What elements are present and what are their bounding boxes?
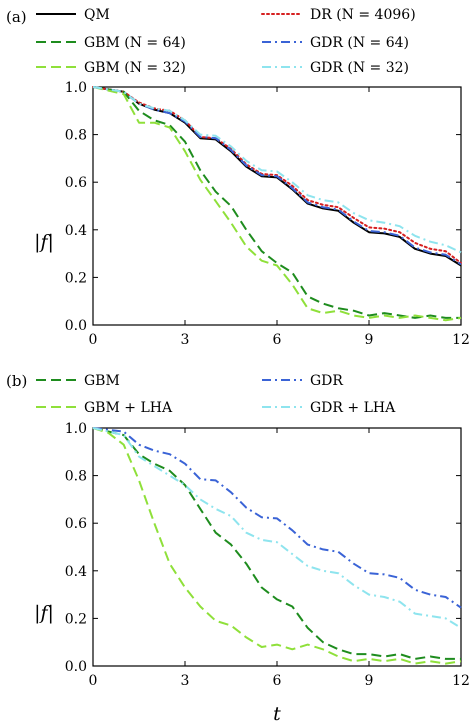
panel-a-y-axis-label: |f| [34, 231, 54, 253]
panel-a: (a) QM DR (N = 4096) GBM (N = 64) GDR (N = … [6, 7, 470, 348]
legend-entry: GBM (N = 64) [84, 35, 186, 51]
legend-entry: GBM + LHA [84, 400, 173, 416]
plot-frame [92, 86, 462, 326]
y-tick-label: 0.2 [65, 270, 87, 286]
panel-b-y-axis-label: |f| [34, 602, 54, 624]
x-tick-label: 12 [452, 332, 470, 348]
legend-entry: GDR [310, 373, 343, 389]
series-line-gdr [92, 427, 462, 609]
x-tick-label: 0 [89, 332, 98, 348]
y-tick-label: 0.6 [65, 175, 87, 191]
legend-entry: GDR + LHA [310, 400, 396, 416]
series-line-gbm [92, 427, 461, 660]
y-tick-label: 1.0 [65, 421, 87, 437]
x-tick-label: 3 [181, 673, 190, 689]
series-line-gdr-lha [92, 427, 462, 629]
panel-b-label: (b) [6, 372, 27, 390]
y-tick-label: 0.2 [65, 611, 87, 627]
x-tick-label: 0 [89, 673, 98, 689]
legend-entry: GBM [84, 373, 120, 389]
legend-entry: GDR (N = 64) [310, 35, 409, 51]
series-line-gdr-n-32- [92, 86, 462, 254]
x-tick-label: 3 [181, 332, 190, 348]
x-tick-label: 6 [273, 673, 282, 689]
y-tick-label: 0.4 [65, 223, 87, 239]
series-line-gbm-n-64- [92, 86, 461, 319]
panel-a-label: (a) [6, 8, 27, 26]
y-tick-label: 0.8 [65, 469, 87, 485]
series-line-gbm-n-32- [92, 86, 462, 322]
plot-frame [92, 427, 462, 667]
legend-entry: DR (N = 4096) [310, 7, 416, 23]
series-line-dr-n-4096- [92, 86, 462, 265]
x-tick-label: 9 [365, 332, 374, 348]
x-axis-label: t [273, 703, 281, 725]
y-tick-label: 0.0 [65, 318, 87, 334]
legend-entry: GBM (N = 32) [84, 60, 186, 76]
y-tick-label: 0.0 [65, 659, 87, 675]
panel-a-plot: 0 3 6 9 12 0.0 0.2 0.4 0.6 0.8 1.0 [65, 80, 470, 348]
series-line-gdr-n-64- [92, 86, 462, 266]
panel-b-plot: 0 3 6 9 12 0.0 0.2 0.4 0.6 0.8 1.0 [65, 421, 470, 689]
legend-entry: QM [84, 7, 110, 23]
series-line-gbm-lha [92, 427, 462, 665]
y-tick-label: 0.4 [65, 564, 87, 580]
x-tick-label: 12 [452, 673, 470, 689]
x-tick-label: 9 [365, 673, 374, 689]
y-tick-label: 0.8 [65, 128, 87, 144]
legend-entry: GDR (N = 32) [310, 60, 409, 76]
y-tick-label: 0.6 [65, 516, 87, 532]
y-tick-label: 1.0 [65, 80, 87, 96]
panel-a-legend: QM DR (N = 4096) GBM (N = 64) GDR (N = 64) G… [36, 7, 416, 76]
panel-b-legend: GBM GDR GBM + LHA GDR + LHA [36, 373, 396, 416]
x-tick-label: 6 [273, 332, 282, 348]
